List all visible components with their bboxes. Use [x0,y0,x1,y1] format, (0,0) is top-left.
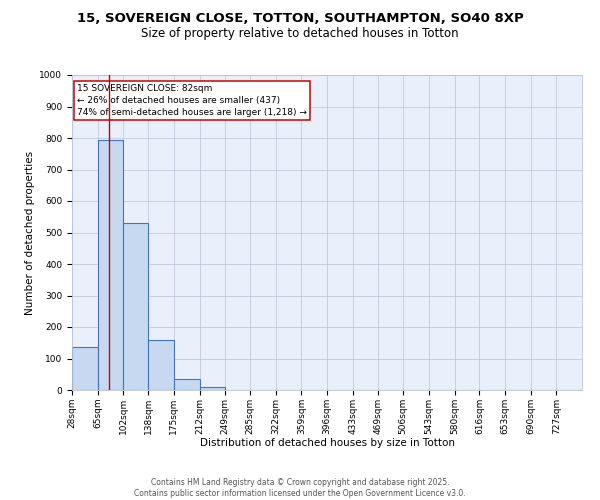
Bar [174,379,199,390]
Bar [148,340,174,390]
Y-axis label: Number of detached properties: Number of detached properties [25,150,35,314]
Bar [199,388,225,390]
Text: Contains HM Land Registry data © Crown copyright and database right 2025.
Contai: Contains HM Land Registry data © Crown c… [134,478,466,498]
Bar [98,140,123,390]
Text: 15, SOVEREIGN CLOSE, TOTTON, SOUTHAMPTON, SO40 8XP: 15, SOVEREIGN CLOSE, TOTTON, SOUTHAMPTON… [77,12,523,26]
Text: 15 SOVEREIGN CLOSE: 82sqm
← 26% of detached houses are smaller (437)
74% of semi: 15 SOVEREIGN CLOSE: 82sqm ← 26% of detac… [77,84,307,117]
Bar [123,223,148,390]
Bar [72,348,98,390]
Text: Size of property relative to detached houses in Totton: Size of property relative to detached ho… [141,28,459,40]
X-axis label: Distribution of detached houses by size in Totton: Distribution of detached houses by size … [199,438,455,448]
